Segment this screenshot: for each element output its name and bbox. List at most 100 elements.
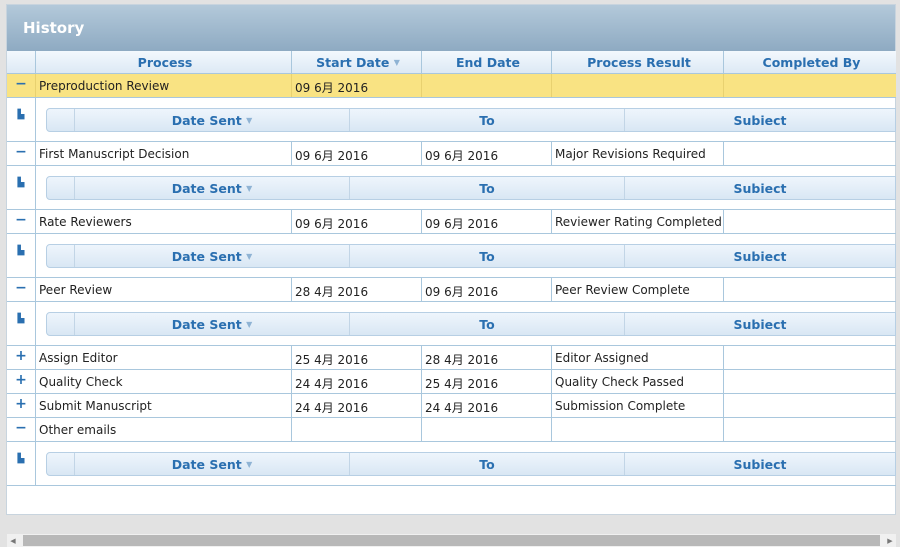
cell-end-date: 09 6月 2016 [422,278,552,301]
subheader-subject[interactable]: Subiect [733,457,787,472]
collapse-icon[interactable]: − [7,210,36,233]
horizontal-scrollbar[interactable]: ◀ ▶ [7,534,896,547]
cell-end-date: 09 6月 2016 [422,142,552,165]
subheader-date-sent[interactable]: Date Sent ▼ [75,453,350,475]
email-subgrid-header: Date Sent ▼ To Subiect [46,244,896,268]
subheader-subject[interactable]: Subiect [733,317,787,332]
nested-email-grid-row: ▙ Date Sent ▼ To Subiect [7,166,896,210]
subheader-date-sent[interactable]: Date Sent ▼ [75,109,350,131]
cell-end-date: 09 6月 2016 [422,210,552,233]
subheader-subject[interactable]: Subiect [733,249,787,264]
table-row[interactable]: − Peer Review 28 4月 2016 09 6月 2016 Peer… [7,278,896,302]
cell-process-result [552,418,724,441]
expand-icon[interactable]: + [7,346,36,369]
cell-process: Other emails [36,418,292,441]
cell-end-date [422,418,552,441]
subheader-date-sent[interactable]: Date Sent ▼ [75,245,350,267]
history-grid: Process Start Date ▼ End Date Process Re… [7,51,896,547]
cell-process-result: Editor Assigned [552,346,724,369]
subheader-date-sent[interactable]: Date Sent ▼ [75,313,350,335]
sort-arrow-icon: ▼ [246,184,253,193]
email-subgrid-header: Date Sent ▼ To Subiect [46,176,896,200]
table-row[interactable]: + Quality Check 24 4月 2016 25 4月 2016 Qu… [7,370,896,394]
scroll-left-icon[interactable]: ◀ [10,536,16,545]
email-subgrid-header: Date Sent ▼ To Subiect [46,108,896,132]
table-row[interactable]: − First Manuscript Decision 09 6月 2016 0… [7,142,896,166]
table-row[interactable]: + Submit Manuscript 24 4月 2016 24 4月 201… [7,394,896,418]
subheader-subject[interactable]: Subiect [733,113,787,128]
scroll-right-icon[interactable]: ▶ [887,536,893,545]
subheader-spacer [47,453,75,475]
subheader-spacer [47,177,75,199]
cell-process: Preproduction Review [36,74,292,97]
cell-start-date: 28 4月 2016 [292,278,422,301]
history-panel: History Process Start Date ▼ End Date Pr… [6,4,896,547]
sort-arrow-icon: ▼ [246,116,253,125]
child-indicator-icon: ▙ [7,98,36,141]
header-process-result[interactable]: Process Result [552,51,724,73]
sort-arrow-icon: ▼ [393,58,400,67]
table-row[interactable]: − Preproduction Review 09 6月 2016 [7,74,896,98]
cell-start-date: 25 4月 2016 [292,346,422,369]
header-start-date-label: Start Date [316,55,390,70]
subheader-spacer [47,109,75,131]
cell-process: Peer Review [36,278,292,301]
collapse-icon[interactable]: − [7,278,36,301]
expand-icon[interactable]: + [7,370,36,393]
subheader-to[interactable]: To [350,453,625,475]
email-subgrid-header: Date Sent ▼ To Subiect [46,312,896,336]
cell-end-date: 28 4月 2016 [422,346,552,369]
header-completed-by[interactable]: Completed By [762,55,861,70]
subheader-spacer [47,313,75,335]
expand-icon[interactable]: + [7,394,36,417]
subheader-to[interactable]: To [350,177,625,199]
cell-end-date [422,74,552,97]
subheader-date-sent-label: Date Sent [171,181,242,196]
table-row[interactable]: − Other emails [7,418,896,442]
subheader-to[interactable]: To [350,109,625,131]
child-indicator-icon: ▙ [7,166,36,209]
cell-end-date: 24 4月 2016 [422,394,552,417]
table-row[interactable]: − Rate Reviewers 09 6月 2016 09 6月 2016 R… [7,210,896,234]
header-process[interactable]: Process [36,51,292,73]
nested-email-grid-row: ▙ Date Sent ▼ To Subiect [7,234,896,278]
nested-email-grid-row: ▙ Date Sent ▼ To Subiect [7,442,896,486]
header-end-date[interactable]: End Date [422,51,552,73]
cell-start-date: 24 4月 2016 [292,394,422,417]
child-indicator-icon: ▙ [7,442,36,485]
cell-process-result: Submission Complete [552,394,724,417]
grid-body: − Preproduction Review 09 6月 2016 ▙ Date… [7,74,896,486]
subheader-to[interactable]: To [350,245,625,267]
cell-process-result [552,74,724,97]
cell-start-date: 09 6月 2016 [292,74,422,97]
cell-completed-by [724,346,896,369]
cell-start-date: 09 6月 2016 [292,142,422,165]
email-subgrid-header: Date Sent ▼ To Subiect [46,452,896,476]
cell-completed-by [724,370,896,393]
scrollbar-thumb[interactable] [23,535,880,546]
subheader-subject[interactable]: Subiect [733,181,787,196]
child-indicator-icon: ▙ [7,234,36,277]
cell-process: Assign Editor [36,346,292,369]
subheader-date-sent[interactable]: Date Sent ▼ [75,177,350,199]
cell-completed-by [724,418,896,441]
subheader-date-sent-label: Date Sent [171,457,242,472]
sort-arrow-icon: ▼ [246,460,253,469]
cell-process: First Manuscript Decision [36,142,292,165]
subheader-date-sent-label: Date Sent [171,113,242,128]
collapse-icon[interactable]: − [7,74,36,97]
header-expander [7,51,36,73]
cell-start-date: 24 4月 2016 [292,370,422,393]
subheader-date-sent-label: Date Sent [171,317,242,332]
subheader-spacer [47,245,75,267]
cell-process-result: Major Revisions Required [552,142,724,165]
table-row[interactable]: + Assign Editor 25 4月 2016 28 4月 2016 Ed… [7,346,896,370]
sort-arrow-icon: ▼ [246,320,253,329]
header-start-date[interactable]: Start Date ▼ [292,51,422,73]
cell-completed-by [724,210,896,233]
collapse-icon[interactable]: − [7,418,36,441]
cell-process-result: Peer Review Complete [552,278,724,301]
collapse-icon[interactable]: − [7,142,36,165]
panel-title: History [7,5,895,51]
subheader-to[interactable]: To [350,313,625,335]
